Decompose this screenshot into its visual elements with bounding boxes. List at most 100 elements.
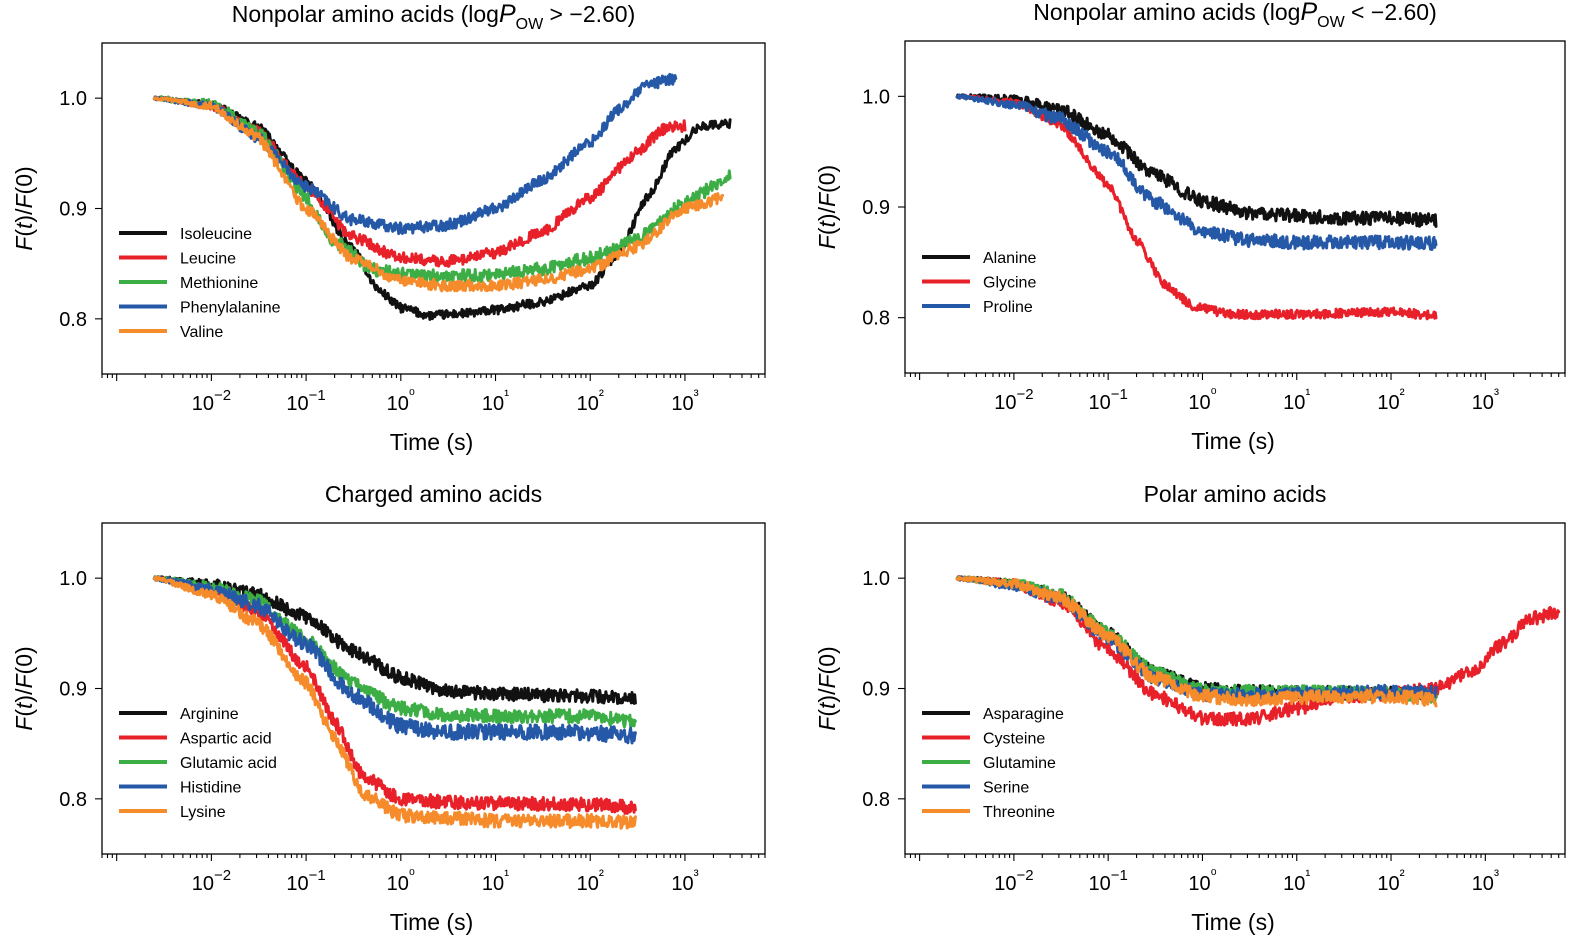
series-group <box>955 93 1438 321</box>
series-line-lysine <box>152 575 637 830</box>
chart-title: Charged amino acids <box>325 481 542 507</box>
y-tick-label: 0.8 <box>59 309 87 331</box>
x-ticks <box>904 854 1566 861</box>
x-tick-label: 10³ <box>671 387 698 415</box>
y-axis-label: F(t)/F(0) <box>11 646 37 730</box>
x-tick-label: 10³ <box>1472 867 1499 895</box>
y-tick-label: 1.0 <box>59 568 87 590</box>
x-tick-label: 10−2 <box>192 867 231 895</box>
x-tick-label: 10² <box>1377 386 1404 414</box>
x-tick-label: 10−1 <box>286 867 325 895</box>
y-tick-label: 1.0 <box>862 568 890 590</box>
y-tick-label: 0.8 <box>862 789 890 811</box>
series-line-arginine <box>152 575 637 705</box>
x-tick-label: 10² <box>577 387 604 415</box>
series-line-phenylalanine <box>152 72 678 236</box>
x-tick-label: 10⁰ <box>387 867 415 895</box>
y-tick-label: 1.0 <box>862 86 890 108</box>
legend-label: Isoleucine <box>180 226 252 243</box>
legend: Arginine Aspartic acid Glutamic acid Histid… <box>119 706 277 821</box>
legend-label: Threonine <box>983 804 1055 821</box>
x-tick-label: 10−1 <box>286 387 325 415</box>
x-tick-label: 10−2 <box>192 387 231 415</box>
series-line-alanine <box>955 93 1438 228</box>
chart-title-rest: > −2.60) <box>543 1 635 27</box>
x-axis-label: Time (s) <box>390 429 473 455</box>
series-line-glutamine <box>955 575 1438 704</box>
legend-label: Arginine <box>180 706 239 723</box>
y-axis-label: F(t)/F(0) <box>11 166 37 250</box>
legend-label: Cysteine <box>983 731 1045 748</box>
legend-label: Asparagine <box>983 706 1064 723</box>
legend-label: Histidine <box>180 780 241 797</box>
y-tick-label: 0.9 <box>59 679 87 701</box>
series-line-methionine <box>152 95 732 285</box>
x-tick-label: 10¹ <box>482 387 509 415</box>
legend-label: Leucine <box>180 251 236 268</box>
legend-label: Phenylalanine <box>180 300 281 317</box>
x-axis-label: Time (s) <box>1191 909 1274 935</box>
legend-label: Glutamic acid <box>180 755 277 772</box>
chart-title-main: Polar amino acids <box>1144 481 1327 507</box>
chart-title-main: Nonpolar amino acids (log <box>232 1 499 27</box>
chart-title-subscript: OW <box>1317 14 1345 31</box>
x-tick-label: 10¹ <box>1283 386 1310 414</box>
x-axis-label: Time (s) <box>390 909 473 935</box>
x-tick-label: 10−2 <box>994 867 1033 895</box>
series-line-proline <box>955 93 1438 251</box>
x-tick-label: 10³ <box>1472 386 1499 414</box>
y-axis-label: F(t)/F(0) <box>814 165 840 249</box>
chart-title-subscript: OW <box>516 16 544 33</box>
chart-panel-3: Charged amino acids 10−2 10−1 10⁰ 10¹ 10² 10³ 0… <box>11 481 766 935</box>
chart-title-rest: < −2.60) <box>1345 0 1437 25</box>
legend-label: Alanine <box>983 250 1036 267</box>
chart-title-main: Nonpolar amino acids (log <box>1033 0 1300 25</box>
x-tick-label: 10⁰ <box>1188 386 1216 414</box>
x-tick-label: 10¹ <box>1283 867 1310 895</box>
series-group <box>955 575 1561 727</box>
y-tick-label: 1.0 <box>59 88 87 110</box>
legend-label: Serine <box>983 780 1029 797</box>
chart-title-variable: P <box>1300 0 1317 26</box>
x-tick-label: 10−1 <box>1088 867 1127 895</box>
x-tick-label: 10² <box>1377 867 1404 895</box>
legend-label: Proline <box>983 299 1033 316</box>
chart-panel-2: Nonpolar amino acids (logPOW < −2.60) 10−… <box>814 0 1566 454</box>
y-tick-label: 0.9 <box>862 679 890 701</box>
series-line-histidine <box>152 575 637 745</box>
x-tick-label: 10⁰ <box>1188 867 1216 895</box>
x-ticks <box>904 373 1566 380</box>
legend: Alanine Glycine Proline <box>922 250 1036 316</box>
x-ticks <box>101 374 766 381</box>
chart-panel-1: Nonpolar amino acids (logPOW > −2.60) 10−… <box>11 0 766 455</box>
legend-label: Aspartic acid <box>180 731 272 748</box>
y-tick-label: 0.8 <box>862 308 890 330</box>
y-tick-label: 0.8 <box>59 789 87 811</box>
x-tick-label: 10¹ <box>482 867 509 895</box>
x-ticks <box>101 854 766 861</box>
x-axis-label: Time (s) <box>1191 428 1274 454</box>
chart-panel-4: Polar amino acids 10−2 10−1 10⁰ 10¹ 10² 10³ 0.8… <box>814 481 1566 935</box>
y-tick-label: 0.9 <box>59 199 87 221</box>
series-group <box>152 72 732 321</box>
legend-label: Valine <box>180 324 223 341</box>
y-tick-label: 0.9 <box>862 197 890 219</box>
chart-title: Nonpolar amino acids (logPOW > −2.60) <box>232 0 636 33</box>
legend-label: Glycine <box>983 275 1036 292</box>
series-line-threonine <box>955 575 1438 708</box>
x-tick-label: 10−2 <box>994 386 1033 414</box>
legend: Asparagine Cysteine Glutamine Serine Threoni… <box>922 706 1064 821</box>
chart-title-main: Charged amino acids <box>325 481 542 507</box>
x-tick-label: 10² <box>577 867 604 895</box>
legend: Isoleucine Leucine Methionine Phenylalanine… <box>119 226 281 341</box>
series-line-valine <box>152 96 725 293</box>
legend-label: Lysine <box>180 804 226 821</box>
chart-title: Nonpolar amino acids (logPOW < −2.60) <box>1033 0 1437 31</box>
chart-title-variable: P <box>499 0 516 28</box>
chart-title: Polar amino acids <box>1144 481 1327 507</box>
legend-label: Glutamine <box>983 755 1056 772</box>
series-group <box>152 575 637 830</box>
x-tick-label: 10⁰ <box>387 387 415 415</box>
x-tick-label: 10³ <box>671 867 698 895</box>
